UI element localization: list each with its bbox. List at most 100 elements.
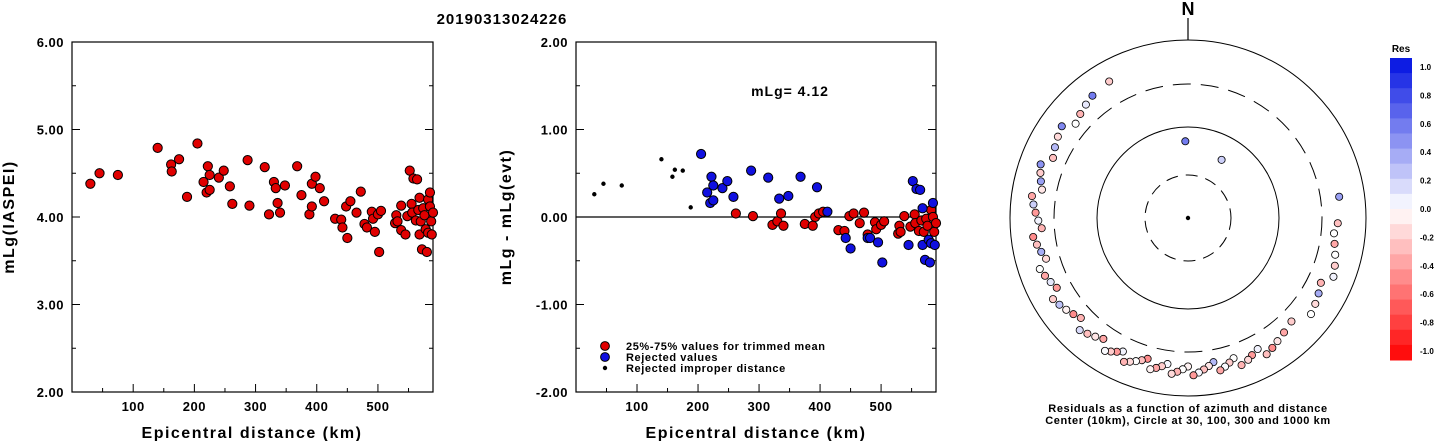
station-residual-point <box>1037 224 1046 233</box>
station-residual-point <box>1306 310 1315 319</box>
station-residual-point <box>1036 168 1045 177</box>
station-residual-point <box>1037 247 1046 256</box>
data-point <box>903 239 914 251</box>
data-point <box>85 178 96 189</box>
magnitude-vs-distance-plot: 100 200 300 400 500 6.00 5.00 4.00 3.00 2.00 Epic… <box>1 35 439 441</box>
data-point <box>728 191 739 202</box>
colorbar-cell <box>1390 269 1412 285</box>
colorbar-cell <box>1390 193 1412 210</box>
data-point <box>702 187 713 198</box>
data-point <box>242 155 253 166</box>
center-marker <box>1185 215 1191 221</box>
station-residual-point <box>1244 355 1253 364</box>
data-point <box>198 176 209 188</box>
data-point <box>224 181 235 192</box>
data-point-improper-distance <box>659 157 664 162</box>
data-point <box>421 246 432 258</box>
colorbar-tick-label: 0.6 <box>1420 120 1432 129</box>
data-point <box>927 197 939 209</box>
x-tick-label: 200 <box>183 399 206 414</box>
station-residual-point <box>1029 233 1038 242</box>
station-residual-point <box>1071 119 1080 128</box>
colorbar-cell <box>1390 329 1412 346</box>
circle-30km <box>1144 174 1232 262</box>
data-point <box>270 183 281 194</box>
data-point <box>375 205 387 216</box>
station-residual-point <box>1329 272 1338 281</box>
station-residual-point <box>1062 305 1071 314</box>
data-point <box>173 154 185 165</box>
colorbar-cell <box>1390 314 1412 331</box>
data-point <box>314 183 325 194</box>
residual-colorbar: Res 1.0 0.8 0.6 0.4 0.2 0.0 -0.2 -0.4 -0.6 -0.8 -1… <box>1390 44 1434 361</box>
data-point <box>783 190 794 202</box>
data-point <box>369 226 380 237</box>
station-residual-point <box>1042 254 1051 263</box>
data-point-improper-distance <box>688 205 693 210</box>
station-residual-point <box>1040 271 1049 280</box>
data-point <box>763 172 774 183</box>
data-point <box>427 207 439 218</box>
station-residual-point <box>1330 261 1339 270</box>
data-point <box>392 216 403 227</box>
station-residual-point <box>1217 155 1226 164</box>
data-point <box>227 198 238 209</box>
data-point <box>917 203 928 214</box>
y-tick-label: 5.00 <box>37 123 64 138</box>
data-point-improper-distance <box>619 183 624 188</box>
data-point-improper-distance <box>672 167 678 172</box>
station-residual-point <box>1049 153 1058 162</box>
station-residual-point <box>1268 343 1277 352</box>
station-residual-point <box>1119 357 1128 366</box>
colorbar-tick-label: 0.2 <box>1420 177 1432 186</box>
x-tick-label: 200 <box>686 399 709 414</box>
data-point <box>342 232 353 244</box>
colorbar-cell <box>1390 344 1412 361</box>
station-residual-point <box>1091 332 1100 341</box>
data-point <box>872 237 884 248</box>
station-residual-point <box>1048 295 1057 304</box>
data-point <box>807 220 818 231</box>
data-point <box>858 207 870 218</box>
data-point <box>318 196 330 207</box>
station-residual-point <box>1280 328 1289 337</box>
station-residual-point <box>1189 371 1198 380</box>
data-point <box>259 162 270 173</box>
station-residual-point <box>1036 160 1045 169</box>
data-point <box>112 169 123 181</box>
data-point <box>351 207 362 218</box>
y-tick-label: 3.00 <box>37 298 64 313</box>
data-point <box>899 211 910 222</box>
station-residual-point <box>1057 122 1066 131</box>
data-point <box>244 200 255 211</box>
legend-marker <box>600 352 610 362</box>
station-residual-point <box>1181 137 1190 146</box>
colorbar-tick-label: -0.2 <box>1420 233 1434 242</box>
circle-1000km <box>1009 39 1367 397</box>
colorbar-cell <box>1390 118 1412 134</box>
plot2-y-axis-label: mLg - mLg(evt) <box>498 149 515 286</box>
station-residual-point <box>1105 77 1114 86</box>
data-point <box>746 165 757 176</box>
station-residual-point <box>1046 278 1055 287</box>
station-residual-point <box>1053 132 1062 141</box>
colorbar-cell <box>1390 239 1412 255</box>
data-point <box>361 222 373 233</box>
plot1-x-axis-label: Epicentral distance (km) <box>142 425 363 441</box>
north-label: N <box>1182 0 1195 19</box>
data-point <box>94 168 105 179</box>
station-residual-point <box>1076 313 1085 322</box>
station-residual-point <box>1036 177 1045 186</box>
data-point <box>400 229 411 240</box>
station-residual-point <box>1081 100 1090 109</box>
data-point <box>292 161 303 172</box>
data-point <box>778 220 789 231</box>
data-point <box>717 183 728 194</box>
x-tick-label: 400 <box>808 399 831 414</box>
data-point-improper-distance <box>592 192 597 197</box>
y-tick-label: 0.00 <box>541 210 568 225</box>
colorbar-title: Res <box>1392 44 1411 55</box>
colorbar-tick-label: 1.0 <box>1420 63 1432 72</box>
data-point <box>845 243 856 254</box>
